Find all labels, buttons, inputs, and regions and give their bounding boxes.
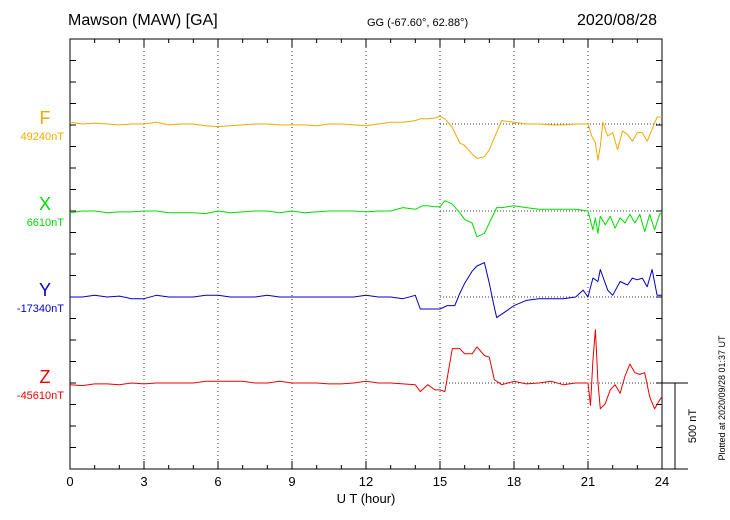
trace-f xyxy=(69,115,662,161)
station-title: Mawson (MAW) [GA] xyxy=(68,12,218,29)
x-tick-label: 24 xyxy=(655,474,669,489)
trace-y xyxy=(70,262,662,319)
scale-bar: 500 nT xyxy=(662,382,699,470)
series-baseline-f: 49240nT xyxy=(21,131,65,143)
series-name-f: F xyxy=(40,108,51,128)
series-name-x: X xyxy=(39,194,51,214)
series-baseline-y: -17340nT xyxy=(17,303,64,315)
x-tick-label: 0 xyxy=(66,474,73,489)
chart-date: 2020/08/28 xyxy=(577,12,658,29)
scale-bar-label: 500 nT xyxy=(687,409,699,444)
traces xyxy=(69,115,663,410)
series-baseline-z: -45610nT xyxy=(17,390,64,402)
series-name-z: Z xyxy=(40,367,51,387)
axis-ticks: 0 3 6 9 12 15 18 21 24 xyxy=(66,38,669,489)
station-coordinates: GG (-67.60°, 62.88°) xyxy=(367,17,469,29)
x-tick-label: 12 xyxy=(359,474,373,489)
series-labels: F 49240nT X 6610nT Y -17340nT Z -45610nT xyxy=(17,108,64,402)
grid-lines xyxy=(143,39,589,469)
x-tick-label: 18 xyxy=(507,474,521,489)
trace-x xyxy=(69,200,663,238)
x-tick-label: 15 xyxy=(433,474,447,489)
x-tick-label: 6 xyxy=(214,474,221,489)
series-baseline-x: 6610nT xyxy=(27,217,65,229)
x-tick-label: 9 xyxy=(288,474,295,489)
x-tick-label: 3 xyxy=(140,474,147,489)
trace-z xyxy=(69,329,663,410)
series-name-y: Y xyxy=(39,280,51,300)
x-tick-label: 21 xyxy=(581,474,595,489)
x-axis-label: U T (hour) xyxy=(337,491,396,506)
plotted-timestamp: Plotted at 2020/09/28 01:37 UT xyxy=(717,335,727,461)
